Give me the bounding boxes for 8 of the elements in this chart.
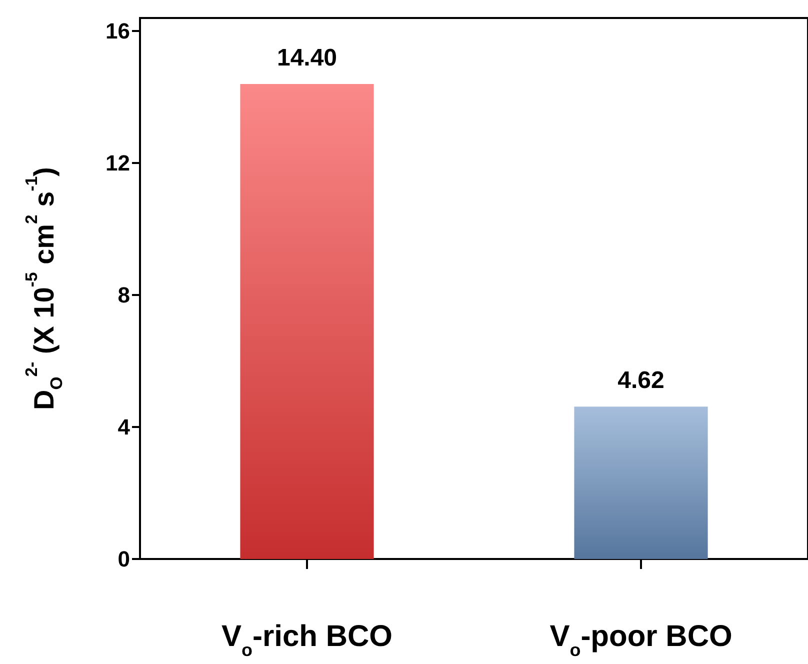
- data-label: 4.62: [618, 367, 664, 394]
- text: DO2- (X 10-5 cm2 s-1): [22, 167, 66, 410]
- y-tick-label: 12: [106, 150, 130, 176]
- y-tick-label: 0: [118, 546, 130, 572]
- data-label: 14.40: [276, 44, 338, 72]
- y-tick-label: 8: [118, 282, 130, 308]
- y-tick-label: 16: [106, 18, 130, 44]
- y-tick-label: 4: [118, 414, 131, 440]
